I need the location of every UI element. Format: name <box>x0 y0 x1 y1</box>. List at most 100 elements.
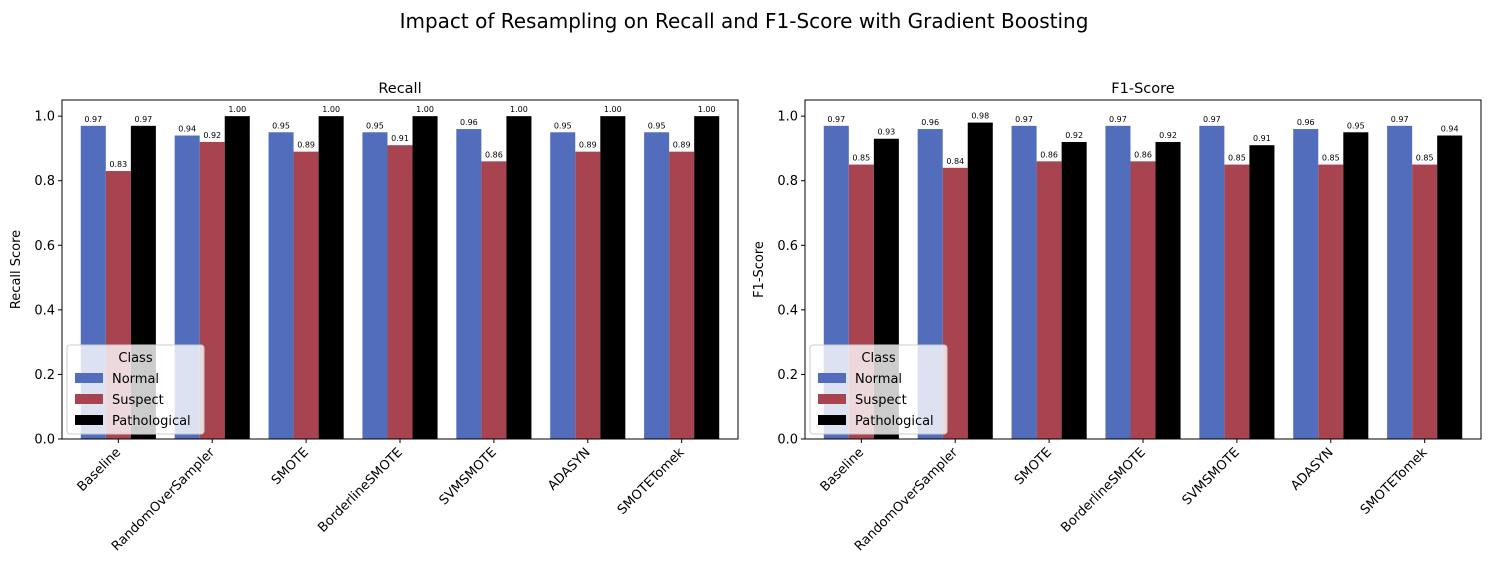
ch1-data-label-normal-adasyn: 0.96 <box>1297 118 1315 127</box>
ch0-bar-pathological-adasyn <box>600 116 626 440</box>
ch0-data-label-suspect-smote: 0.89 <box>297 141 315 150</box>
ch0-y-axis-label: Recall Score <box>9 230 24 309</box>
ch1-bar-pathological-smotetomek <box>1437 135 1463 439</box>
ch0-bar-pathological-smotetomek <box>694 116 720 440</box>
ch1-x-tick-label-smotetomek: SMOTETomek <box>1358 445 1431 518</box>
ch1-bar-normal-smotetomek <box>1387 125 1413 439</box>
ch1-y-tick-label: 0.6 <box>777 239 798 254</box>
ch0-x-tick-label-randomoversampler: RandomOverSampler <box>109 445 218 554</box>
ch1-y-tick-label: 0.8 <box>777 174 798 189</box>
ch0-data-label-suspect-adasyn: 0.89 <box>579 141 597 150</box>
ch1-data-label-pathological-smote: 0.92 <box>1065 131 1083 140</box>
ch0-legend-entry-pathological: Pathological <box>112 414 191 429</box>
ch1-bar-normal-smote <box>1011 125 1037 439</box>
ch1-data-label-suspect-svmsmote: 0.85 <box>1228 154 1246 163</box>
ch1-x-tick-label-smote: SMOTE <box>1012 445 1055 488</box>
ch0-bar-suspect-smote <box>293 151 319 439</box>
ch1-legend-entry-pathological: Pathological <box>855 414 934 429</box>
ch0-data-label-normal-borderlinesmote: 0.95 <box>366 121 384 130</box>
ch1-legend-swatch-suspect <box>818 394 846 404</box>
ch1-x-tick-label-borderlinesmote: BorderlineSMOTE <box>1058 445 1148 535</box>
ch1-data-label-pathological-smotetomek: 0.94 <box>1441 125 1459 134</box>
f1-score-chart: F1-Score F1-Score 0.97 0.96 0.97 0.97 0.97 0.96… <box>752 81 1482 554</box>
ch0-x-tick-label-smote: SMOTE <box>269 445 312 488</box>
ch1-legend-swatch-normal <box>818 373 846 383</box>
ch0-bar-suspect-borderlinesmote <box>387 145 413 439</box>
ch1-x-tick-label-randomoversampler: RandomOverSampler <box>852 445 961 554</box>
ch0-y-tick-label: 0.0 <box>34 433 55 448</box>
ch1-data-label-normal-smote: 0.97 <box>1015 115 1033 124</box>
ch1-y-tick-label: 1.0 <box>777 110 798 125</box>
ch0-data-label-pathological-smote: 1.00 <box>322 105 340 114</box>
ch1-x-tick-label-svmsmote: SVMSMOTE <box>1180 445 1243 508</box>
ch1-bar-pathological-randomoversampler <box>967 122 993 439</box>
ch1-bar-suspect-svmsmote <box>1224 164 1250 440</box>
ch0-data-label-suspect-borderlinesmote: 0.91 <box>391 134 409 143</box>
ch0-y-tick-label: 0.2 <box>34 368 55 383</box>
ch0-plot-frame <box>61 99 739 440</box>
ch1-legend-title: Class <box>861 351 895 366</box>
ch1-bar-normal-adasyn <box>1293 129 1319 440</box>
ch0-x-tick-label-smotetomek: SMOTETomek <box>615 445 688 518</box>
ch0-y-tick-label: 1.0 <box>34 110 55 125</box>
ch1-bar-suspect-adasyn <box>1318 164 1344 440</box>
ch0-data-label-pathological-randomoversampler: 1.00 <box>228 105 246 114</box>
ch0-y-tick-label: 0.4 <box>34 303 55 318</box>
ch0-bar-normal-smote <box>268 132 294 440</box>
ch0-legend-entry-suspect: Suspect <box>112 393 164 408</box>
ch0-data-label-pathological-adasyn: 1.00 <box>604 105 622 114</box>
ch0-legend-swatch-suspect <box>75 394 103 404</box>
ch1-x-tick-label-adasyn: ADASYN <box>1288 445 1336 493</box>
ch1-data-label-pathological-adasyn: 0.95 <box>1347 121 1365 130</box>
ch1-data-label-normal-randomoversampler: 0.96 <box>921 118 939 127</box>
ch1-data-label-normal-baseline: 0.97 <box>827 115 845 124</box>
ch0-data-label-pathological-borderlinesmote: 1.00 <box>416 105 434 114</box>
ch1-data-label-suspect-randomoversampler: 0.84 <box>946 157 964 166</box>
ch1-bar-normal-borderlinesmote <box>1105 125 1131 439</box>
ch1-bar-suspect-smotetomek <box>1412 164 1438 440</box>
ch0-legend-title: Class <box>118 351 152 366</box>
ch0-x-tick-label-baseline: Baseline <box>75 445 125 495</box>
ch1-data-label-suspect-borderlinesmote: 0.86 <box>1134 150 1152 159</box>
ch1-legend-entry-suspect: Suspect <box>855 393 907 408</box>
ch0-bar-suspect-adasyn <box>575 151 601 439</box>
ch0-bar-pathological-svmsmote <box>506 116 532 440</box>
ch1-y-tick-label: 0.4 <box>777 303 798 318</box>
ch0-bar-pathological-randomoversampler <box>224 116 250 440</box>
ch0-data-label-pathological-baseline: 0.97 <box>134 115 152 124</box>
ch0-legend-box <box>66 344 205 435</box>
ch1-x-tick-label-baseline: Baseline <box>818 445 868 495</box>
ch0-data-label-normal-randomoversampler: 0.94 <box>178 125 196 134</box>
ch0-x-tick-label-svmsmote: SVMSMOTE <box>437 445 500 508</box>
ch1-bar-normal-svmsmote <box>1199 125 1225 439</box>
ch1-bar-suspect-smote <box>1036 161 1062 440</box>
ch1-data-label-normal-borderlinesmote: 0.97 <box>1109 115 1127 124</box>
ch1-legend-swatch-pathological <box>818 415 846 425</box>
ch0-bar-normal-adasyn <box>550 132 576 440</box>
ch0-bar-pathological-smote <box>318 116 344 440</box>
ch0-data-label-pathological-svmsmote: 1.00 <box>510 105 528 114</box>
ch0-data-label-normal-baseline: 0.97 <box>84 115 102 124</box>
ch1-data-label-pathological-svmsmote: 0.91 <box>1253 134 1271 143</box>
ch0-data-label-suspect-randomoversampler: 0.92 <box>203 131 221 140</box>
ch0-data-label-normal-adasyn: 0.95 <box>554 121 572 130</box>
ch1-data-label-suspect-baseline: 0.85 <box>852 154 870 163</box>
ch0-legend: Class Normal Suspect Pathological <box>66 344 205 435</box>
ch1-bar-pathological-svmsmote <box>1249 145 1275 439</box>
ch1-y-tick-label: 0.2 <box>777 368 798 383</box>
ch1-bar-pathological-adasyn <box>1343 132 1369 440</box>
ch1-title: F1-Score <box>1111 81 1174 97</box>
ch1-legend-entry-normal: Normal <box>855 372 902 387</box>
ch0-legend-swatch-normal <box>75 373 103 383</box>
ch0-title: Recall <box>378 81 421 97</box>
ch0-bar-suspect-svmsmote <box>481 161 507 440</box>
ch0-data-label-suspect-svmsmote: 0.86 <box>485 150 503 159</box>
figure-title: Impact of Resampling on Recall and F1-Sc… <box>400 9 1089 33</box>
ch1-plot-frame <box>804 99 1482 440</box>
ch1-data-label-normal-svmsmote: 0.97 <box>1203 115 1221 124</box>
ch1-bar-pathological-borderlinesmote <box>1155 141 1181 439</box>
ch0-data-label-normal-smote: 0.95 <box>272 121 290 130</box>
ch0-legend-swatch-pathological <box>75 415 103 425</box>
ch1-data-label-pathological-baseline: 0.93 <box>877 128 895 137</box>
ch1-data-label-suspect-adasyn: 0.85 <box>1322 154 1340 163</box>
